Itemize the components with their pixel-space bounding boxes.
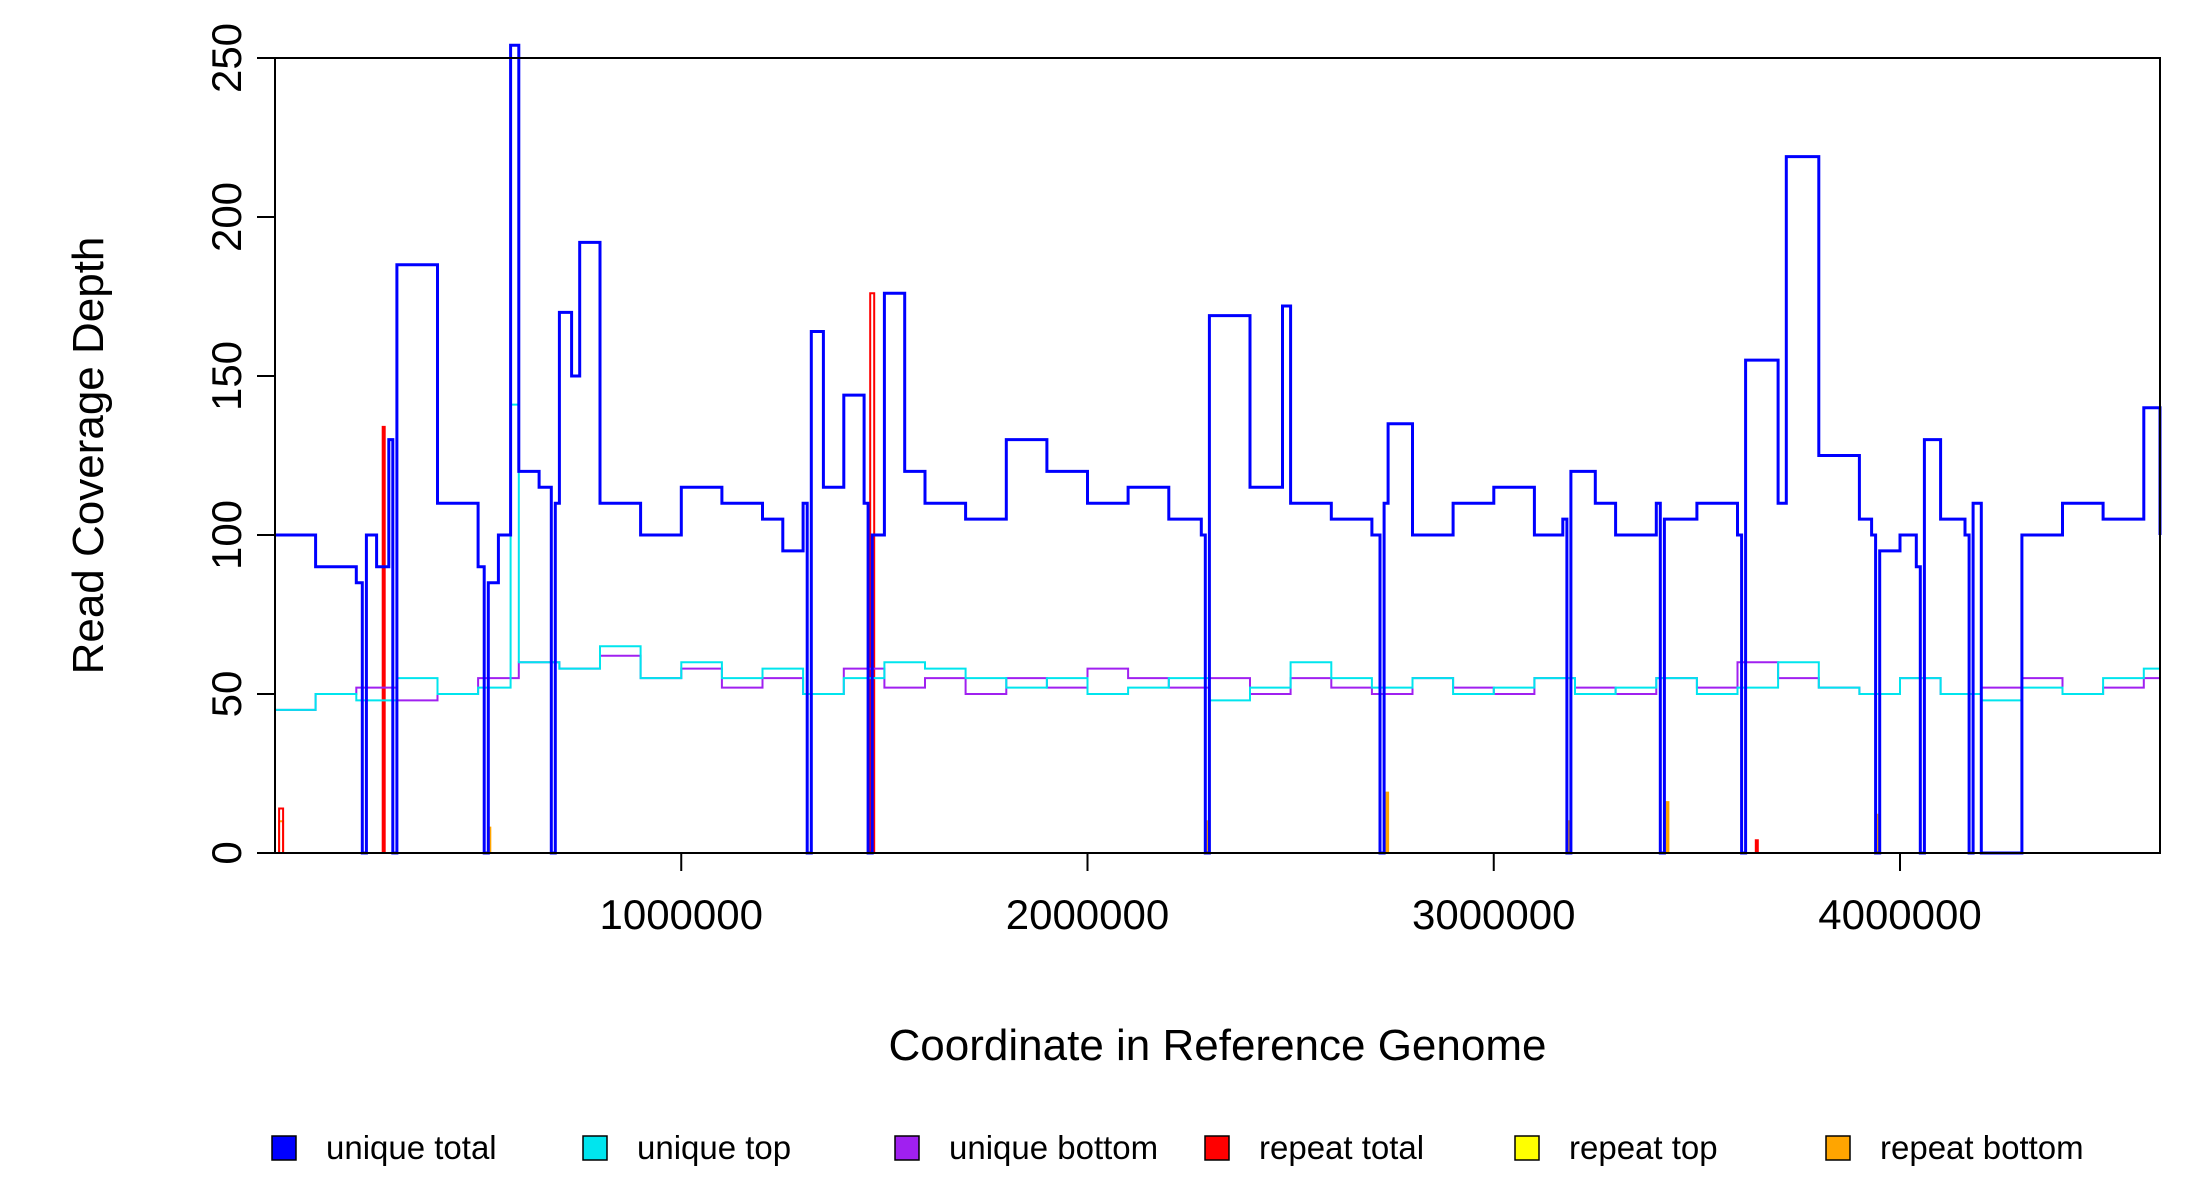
- y-tick-label: 100: [203, 500, 250, 570]
- legend: unique total unique top unique bottom repea…: [271, 1129, 2084, 1166]
- y-axis: 0 50 100 150 200 250: [203, 23, 276, 865]
- y-tick-label: 50: [203, 671, 250, 718]
- legend-item: unique top: [582, 1129, 791, 1166]
- legend-label: repeat bottom: [1880, 1129, 2084, 1166]
- legend-item: unique total: [271, 1129, 497, 1166]
- x-tick-label: 1000000: [599, 891, 763, 938]
- y-tick-label: 200: [203, 182, 250, 252]
- y-tick-label: 250: [203, 23, 250, 93]
- plot-frame: [274, 57, 2161, 854]
- x-tick-label: 4000000: [1818, 891, 1982, 938]
- legend-swatch: [1204, 1135, 1230, 1161]
- legend-swatch: [582, 1135, 608, 1161]
- legend-item: repeat bottom: [1825, 1129, 2084, 1166]
- series-line-unique-top: [275, 403, 2161, 711]
- legend-item: unique bottom: [894, 1129, 1158, 1166]
- x-axis: 1000000 2000000 3000000 4000000: [599, 852, 1982, 938]
- legend-label: repeat top: [1569, 1129, 1718, 1166]
- legend-swatch: [894, 1135, 920, 1161]
- y-axis-title: Read Coverage Depth: [64, 237, 113, 675]
- x-axis-title: Coordinate in Reference Genome: [889, 1021, 1547, 1070]
- series-layer: [275, 43, 2162, 855]
- series-line-unique-total: [275, 43, 2162, 855]
- series-line-repeat-bottom: [275, 791, 2160, 854]
- legend-item: repeat total: [1204, 1129, 1424, 1166]
- legend-label: repeat total: [1259, 1129, 1424, 1166]
- legend-swatch: [1825, 1135, 1851, 1161]
- legend-item: repeat top: [1514, 1129, 1718, 1166]
- y-tick-label: 150: [203, 341, 250, 411]
- legend-label: unique top: [637, 1129, 791, 1166]
- x-tick-label: 2000000: [1006, 891, 1170, 938]
- x-tick-label: 3000000: [1412, 891, 1576, 938]
- y-tick-label: 0: [203, 841, 250, 864]
- legend-swatch: [1514, 1135, 1540, 1161]
- legend-label: unique bottom: [949, 1129, 1158, 1166]
- series-line-repeat-total: [275, 292, 2160, 854]
- legend-label: unique total: [326, 1129, 497, 1166]
- series-line-unique-bottom: [275, 654, 2161, 711]
- legend-swatch: [271, 1135, 297, 1161]
